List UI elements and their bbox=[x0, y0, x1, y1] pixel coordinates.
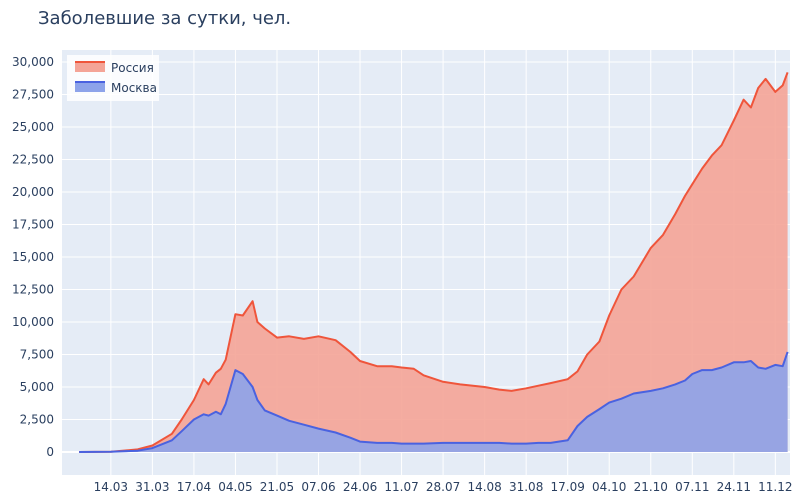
x-tick-label: 31.03 bbox=[135, 480, 169, 494]
y-tick-label: 30,000 bbox=[12, 55, 54, 69]
y-tick-label: 22,500 bbox=[12, 153, 54, 167]
x-tick-label: 28.07 bbox=[426, 480, 460, 494]
x-tick-label: 17.04 bbox=[177, 480, 211, 494]
x-tick-label: 04.05 bbox=[218, 480, 252, 494]
x-tick-label: 07.11 bbox=[675, 480, 709, 494]
y-tick-label: 15,000 bbox=[12, 250, 54, 264]
chart-title: Заболевшие за сутки, чел. bbox=[38, 8, 292, 29]
x-tick-label: 21.10 bbox=[634, 480, 668, 494]
series-moscow-line bbox=[79, 351, 789, 453]
x-tick-label: 14.03 bbox=[94, 480, 128, 494]
x-tick-label: 24.06 bbox=[343, 480, 377, 494]
x-tick-label: 14.08 bbox=[467, 480, 501, 494]
x-tick-label: 31.08 bbox=[509, 480, 543, 494]
legend-swatch-fill bbox=[75, 62, 105, 72]
x-tick-label: 21.05 bbox=[260, 480, 294, 494]
y-tick-label: 20,000 bbox=[12, 185, 54, 199]
y-tick-label: 10,000 bbox=[12, 315, 54, 329]
y-tick-label: 17,500 bbox=[12, 218, 54, 232]
y-tick-label: 5,000 bbox=[20, 380, 54, 394]
y-tick-label: 12,500 bbox=[12, 283, 54, 297]
legend-label: Россия bbox=[111, 61, 154, 75]
y-tick-label: 25,000 bbox=[12, 120, 54, 134]
x-tick-label: 04.10 bbox=[592, 480, 626, 494]
series-russia-area bbox=[79, 72, 788, 453]
y-tick-label: 2,500 bbox=[20, 413, 54, 427]
legend-swatch-fill bbox=[75, 82, 105, 92]
y-tick-label: 0 bbox=[46, 445, 54, 459]
y-tick-label: 27,500 bbox=[12, 88, 54, 102]
x-tick-label: 11.07 bbox=[384, 480, 418, 494]
x-tick-label: 07.06 bbox=[301, 480, 335, 494]
y-tick-label: 7,500 bbox=[20, 348, 54, 362]
series-russia-line bbox=[79, 72, 789, 453]
x-tick-label: 17.09 bbox=[551, 480, 585, 494]
legend-label: Москва bbox=[111, 81, 157, 95]
x-tick-label: 24.11 bbox=[717, 480, 751, 494]
series-moscow-area bbox=[79, 351, 788, 452]
x-tick-label: 11.12 bbox=[758, 480, 792, 494]
